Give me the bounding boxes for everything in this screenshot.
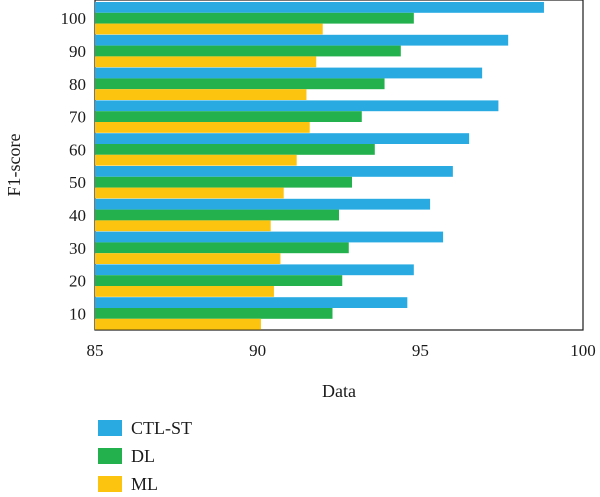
legend-label-dl: DL xyxy=(131,446,155,466)
bar-ctl-st-90 xyxy=(95,34,509,46)
bar-ctl-st-40 xyxy=(95,198,431,210)
bar-ml-60 xyxy=(95,154,297,166)
legend-swatch-ctl-st xyxy=(98,420,122,436)
x-tick-label: 90 xyxy=(249,341,266,360)
x-axis-label: Data xyxy=(322,381,356,401)
bar-ml-50 xyxy=(95,187,284,199)
bar-ml-90 xyxy=(95,56,317,68)
y-tick-label: 30 xyxy=(69,239,86,258)
y-axis-label: F1-score xyxy=(4,133,24,196)
bar-ctl-st-70 xyxy=(95,100,499,112)
bar-ctl-st-60 xyxy=(95,133,470,144)
bar-ml-100 xyxy=(95,23,323,35)
y-tick-label: 60 xyxy=(69,140,86,159)
bars-group xyxy=(95,2,544,330)
y-tick-label: 50 xyxy=(69,173,86,192)
bar-ml-40 xyxy=(95,220,271,232)
bar-ctl-st-30 xyxy=(95,231,444,243)
y-tick-label: 70 xyxy=(69,108,86,127)
legend: CTL-ST DL ML xyxy=(98,418,192,494)
y-tick-label: 40 xyxy=(69,206,86,225)
y-tick-label: 90 xyxy=(69,42,86,61)
bar-ctl-st-10 xyxy=(95,297,408,308)
bar-dl-100 xyxy=(95,12,414,24)
legend-label-ctl-st: CTL-ST xyxy=(131,418,192,438)
bar-ml-30 xyxy=(95,253,281,264)
x-tick-label: 100 xyxy=(570,341,596,360)
bar-dl-20 xyxy=(95,275,343,286)
x-tick-labels: 85 90 95 100 xyxy=(87,341,596,360)
y-tick-label: 20 xyxy=(69,272,86,291)
y-tick-label: 100 xyxy=(61,9,87,28)
bar-dl-40 xyxy=(95,209,339,221)
bar-ctl-st-20 xyxy=(95,264,414,276)
legend-label-ml: ML xyxy=(131,474,158,494)
bar-dl-10 xyxy=(95,308,333,319)
x-tick-label: 85 xyxy=(87,341,104,360)
y-tick-label: 10 xyxy=(69,304,86,323)
bar-dl-60 xyxy=(95,144,375,155)
bar-dl-90 xyxy=(95,45,401,57)
bar-dl-70 xyxy=(95,111,362,122)
bar-ml-10 xyxy=(95,318,261,330)
legend-swatch-dl xyxy=(98,448,122,464)
bar-ml-20 xyxy=(95,286,274,297)
bar-ctl-st-100 xyxy=(95,2,544,13)
bar-ml-80 xyxy=(95,89,307,100)
bar-dl-50 xyxy=(95,176,353,188)
x-tick-label: 95 xyxy=(412,341,429,360)
legend-swatch-ml xyxy=(98,476,122,492)
bar-ctl-st-80 xyxy=(95,67,483,79)
y-tick-labels: 10 20 30 40 50 60 70 80 90 100 xyxy=(61,9,87,323)
bar-ctl-st-50 xyxy=(95,166,453,177)
bar-dl-80 xyxy=(95,78,385,90)
bar-ml-70 xyxy=(95,122,310,133)
bar-dl-30 xyxy=(95,242,349,254)
y-tick-label: 80 xyxy=(69,75,86,94)
